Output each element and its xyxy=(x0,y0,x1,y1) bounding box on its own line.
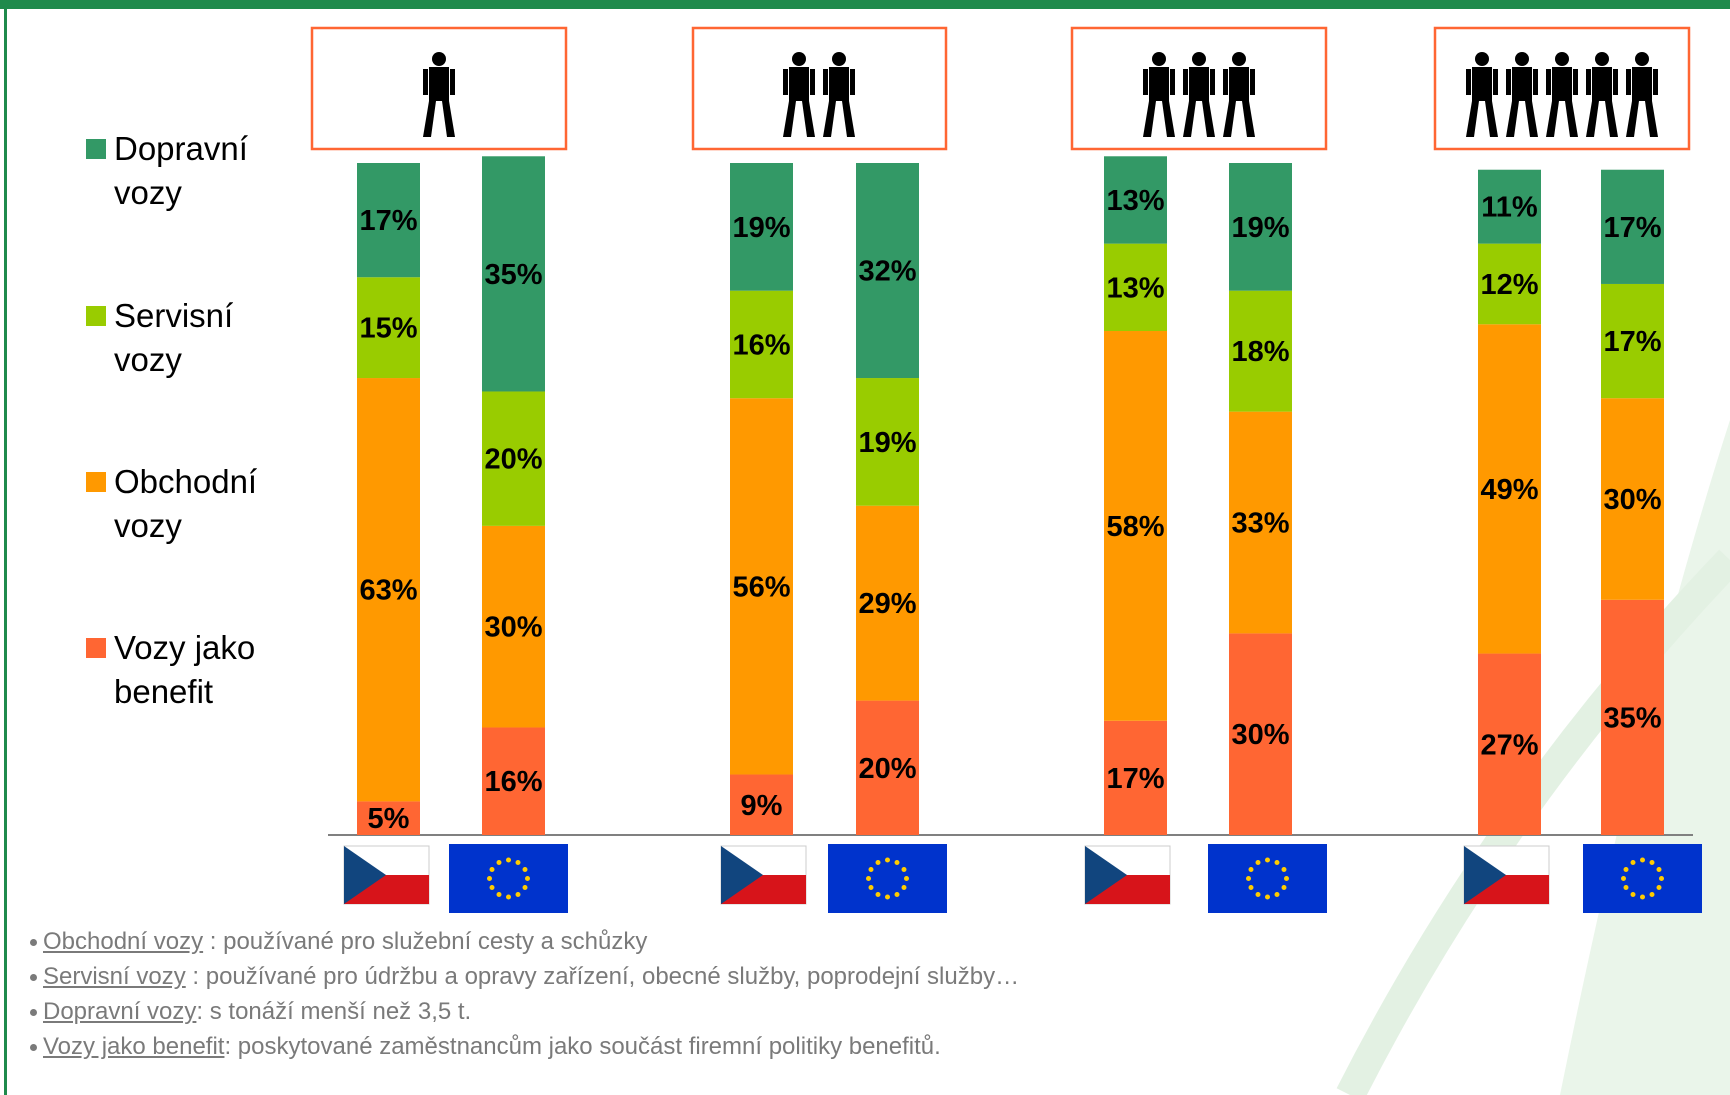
value-label: 17% xyxy=(359,205,417,237)
bar-segment xyxy=(357,801,420,835)
bar-segment xyxy=(856,700,919,835)
top-border xyxy=(0,0,1730,9)
legend-item: Dopravní vozy xyxy=(86,127,286,215)
bar-segment xyxy=(1104,331,1167,721)
legend-label: Dopravní vozy xyxy=(114,130,248,211)
legend-swatch xyxy=(86,306,106,326)
note-text: : používané pro služební cesty a schůzky xyxy=(203,928,648,955)
bar-segment xyxy=(856,505,919,701)
bar-segment xyxy=(730,398,793,775)
bar-segment xyxy=(856,163,919,379)
value-label: 32% xyxy=(858,256,916,288)
value-label: 5% xyxy=(368,803,410,835)
note-term: Servisní vozy xyxy=(43,963,186,990)
value-label: 33% xyxy=(1231,508,1289,540)
value-label: 49% xyxy=(1480,474,1538,506)
bars: 5% 63% 15% 17% 16% 30% 20% 35% 9% 56% 16% 19% 20% 29%… xyxy=(357,156,1664,835)
bar-segment xyxy=(1478,653,1541,835)
bullet xyxy=(30,939,37,947)
value-label: 30% xyxy=(484,612,542,644)
bar-segment xyxy=(730,774,793,835)
legend-swatch xyxy=(86,139,106,159)
value-label: 35% xyxy=(484,259,542,291)
value-label: 19% xyxy=(858,427,916,459)
value-label: 18% xyxy=(1231,336,1289,368)
legend-item: Vozy jako benefit xyxy=(86,626,286,714)
left-border xyxy=(4,0,7,1095)
bar-segment xyxy=(1104,156,1167,244)
flags xyxy=(343,844,1702,913)
bar-segment xyxy=(482,727,545,835)
bar-segment xyxy=(1104,720,1167,835)
bar-segment xyxy=(1229,411,1292,634)
value-label: 11% xyxy=(1481,192,1538,224)
bar-segment xyxy=(1478,243,1541,325)
value-label: 9% xyxy=(741,790,783,822)
bar-segment xyxy=(1229,290,1292,412)
legend-label: Servisní vozy xyxy=(114,297,234,378)
bar-segment xyxy=(357,163,420,278)
bullet xyxy=(30,974,37,982)
value-label: 30% xyxy=(1603,484,1661,516)
value-label: 27% xyxy=(1480,729,1538,761)
value-label: 35% xyxy=(1603,702,1661,734)
note-text: : používané pro údržbu a opravy zařízení… xyxy=(185,963,1020,990)
bullet xyxy=(30,1009,37,1017)
value-label: 29% xyxy=(858,588,916,620)
bar-segment xyxy=(482,525,545,728)
bar-segment xyxy=(856,378,919,506)
bullet xyxy=(30,1044,37,1052)
bar-segment xyxy=(482,391,545,526)
value-label: 56% xyxy=(732,571,790,603)
bar-segment xyxy=(1601,169,1664,284)
bar-segment xyxy=(1601,599,1664,835)
value-label: 16% xyxy=(732,329,790,361)
note-text: : poskytované zaměstnancům jako součást … xyxy=(224,1033,941,1060)
note-term: Vozy jako benefit xyxy=(43,1033,225,1060)
legend-item: Servisní vozy xyxy=(86,294,286,382)
value-label: 13% xyxy=(1106,272,1164,304)
value-label: 58% xyxy=(1106,511,1164,543)
note: Vozy jako benefit: poskytované zaměstnan… xyxy=(30,1033,941,1061)
bar-segment xyxy=(482,156,545,392)
legend-swatch xyxy=(86,472,106,492)
value-label: 30% xyxy=(1231,719,1289,751)
value-label: 20% xyxy=(858,753,916,785)
value-label: 17% xyxy=(1603,326,1661,358)
note: Obchodní vozy : používané pro služební c… xyxy=(30,928,647,956)
note-text: : s tonáží menší než 3,5 t. xyxy=(196,998,472,1025)
note: Servisní vozy : používané pro údržbu a o… xyxy=(30,963,1019,991)
value-label: 19% xyxy=(732,212,790,244)
bar-segment xyxy=(1229,633,1292,835)
legend-label: Obchodní vozy xyxy=(114,463,258,544)
value-label: 20% xyxy=(484,444,542,476)
legend-swatch xyxy=(86,638,106,658)
bar-segment xyxy=(730,290,793,399)
note-term: Dopravní vozy xyxy=(43,998,197,1025)
legend-label: Vozy jako benefit xyxy=(114,629,256,710)
bar-segment xyxy=(1601,398,1664,600)
value-label: 63% xyxy=(359,575,417,607)
bar-segment xyxy=(1478,324,1541,654)
value-label: 17% xyxy=(1106,763,1164,795)
bar-segment xyxy=(357,277,420,379)
value-label: 15% xyxy=(359,313,417,345)
bar-segment xyxy=(730,163,793,291)
value-label: 13% xyxy=(1106,185,1164,217)
value-label: 12% xyxy=(1480,269,1538,301)
value-label: 17% xyxy=(1603,212,1661,244)
bar-segment xyxy=(1104,243,1167,331)
note: Dopravní vozy: s tonáží menší než 3,5 t. xyxy=(30,998,471,1026)
value-label: 19% xyxy=(1231,212,1289,244)
bar-segment xyxy=(1229,163,1292,291)
bar-segment xyxy=(1478,169,1541,244)
bar-segment xyxy=(1601,283,1664,399)
legend-item: Obchodní vozy xyxy=(86,460,286,548)
note-term: Obchodní vozy xyxy=(43,928,204,955)
bar-segment xyxy=(357,378,420,802)
value-label: 16% xyxy=(484,766,542,798)
